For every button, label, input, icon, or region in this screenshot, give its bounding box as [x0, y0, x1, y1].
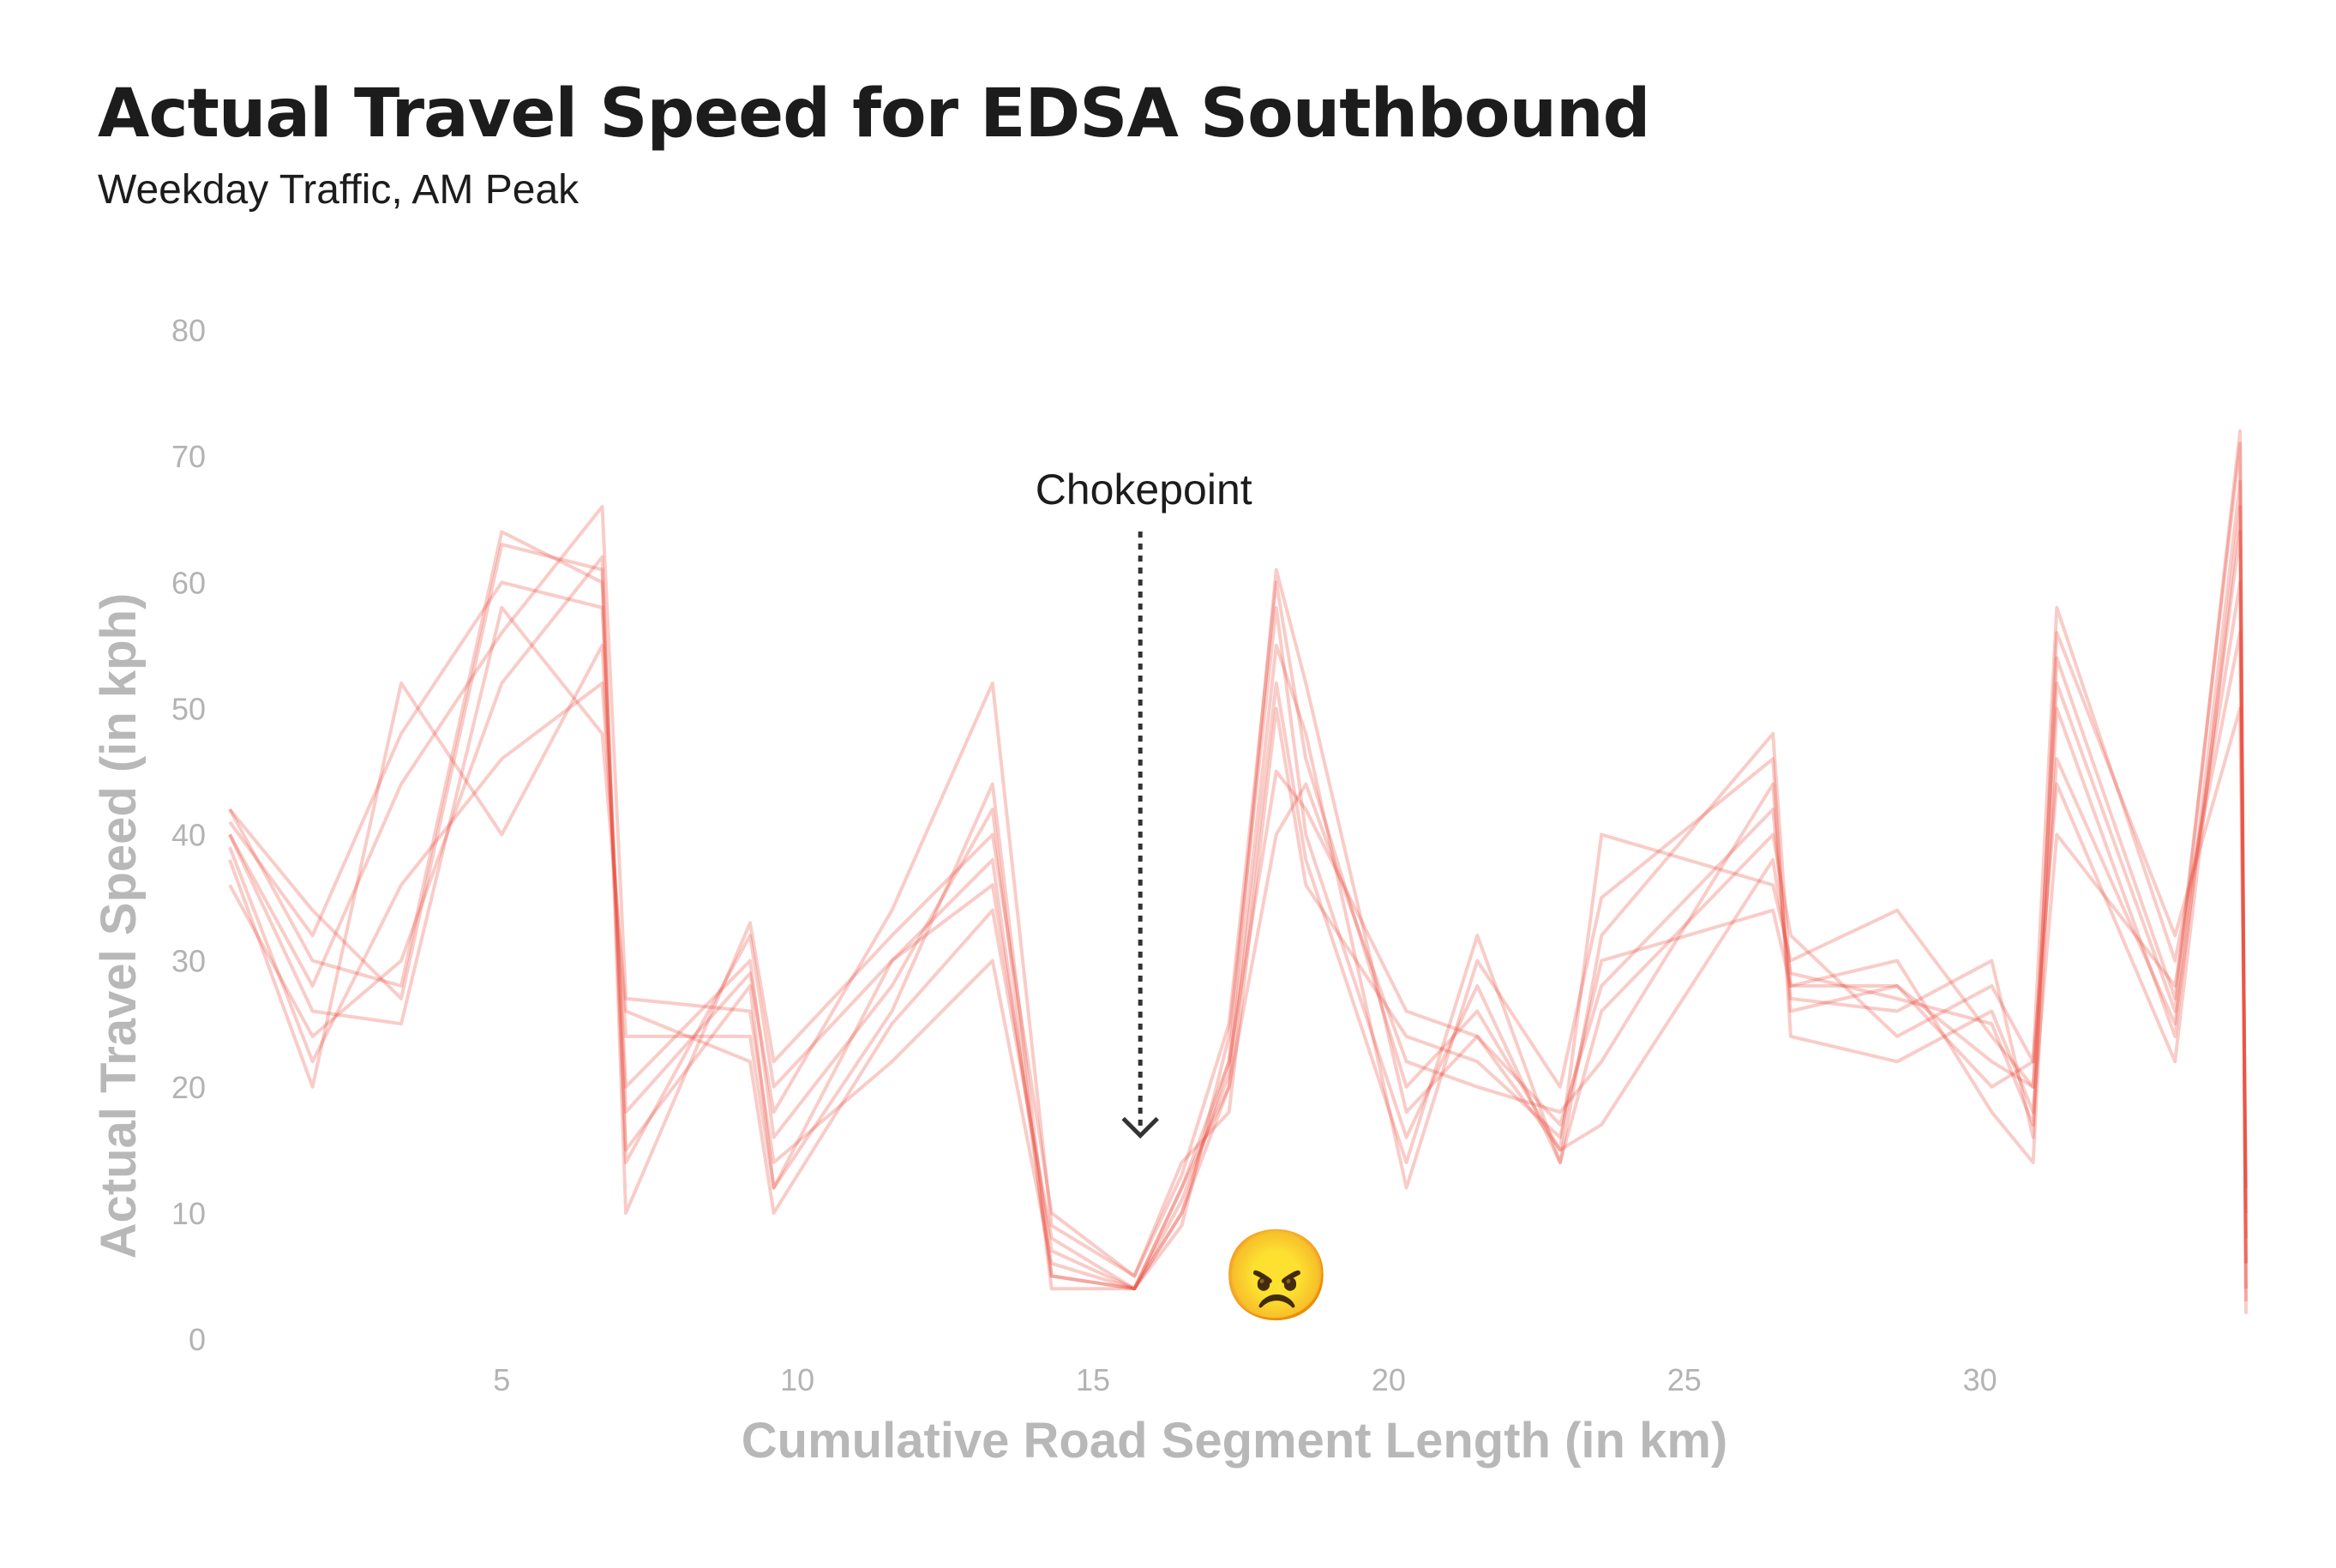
x-tick-label: 20: [1372, 1362, 1406, 1397]
series-line-5: [228, 505, 2248, 1291]
angry-face-icon: 😠: [1221, 1228, 1332, 1326]
y-tick-label: 40: [171, 818, 206, 853]
x-tick-label: 25: [1667, 1362, 1702, 1397]
y-tick-label: 70: [171, 439, 206, 474]
y-tick-label: 30: [171, 944, 206, 979]
y-tick-label: 10: [171, 1196, 206, 1231]
y-tick-label: 20: [171, 1070, 206, 1105]
series-line-8: [228, 505, 2248, 1291]
y-tick-label: 60: [171, 565, 206, 600]
series-lines: [228, 429, 2248, 1314]
series-line-4: [228, 479, 2248, 1289]
x-tick-label: 10: [780, 1362, 814, 1397]
y-axis-ticks: 0 10 20 30 40 50 60 70 80: [171, 313, 206, 1357]
series-line-3: [228, 605, 2248, 1291]
y-tick-label: 80: [171, 313, 206, 348]
y-axis-label: Actual Travel Speed (in kph): [91, 593, 147, 1259]
series-line-1: [228, 442, 2248, 1301]
chokepoint-arrowhead: [1121, 1116, 1159, 1139]
chart-subtitle: Weekday Traffic, AM Peak: [98, 167, 579, 213]
y-tick-label: 50: [171, 691, 206, 726]
x-axis-label: Cumulative Road Segment Length (in km): [742, 1413, 1727, 1469]
series-line-7: [228, 631, 2248, 1291]
x-axis-ticks: 5 10 15 20 25 30: [493, 1362, 1997, 1397]
chokepoint-annotation: Chokepoint 😠: [1036, 466, 1332, 1326]
series-line-6: [228, 429, 2248, 1314]
x-tick-label: 15: [1076, 1362, 1110, 1397]
y-tick-label: 0: [189, 1322, 206, 1357]
x-tick-label: 5: [493, 1362, 510, 1397]
chart-title: Actual Travel Speed for EDSA Southbound: [98, 75, 1650, 153]
x-tick-label: 30: [1963, 1362, 1997, 1397]
chokepoint-label: Chokepoint: [1036, 466, 1252, 514]
series-line-2: [228, 530, 2248, 1291]
